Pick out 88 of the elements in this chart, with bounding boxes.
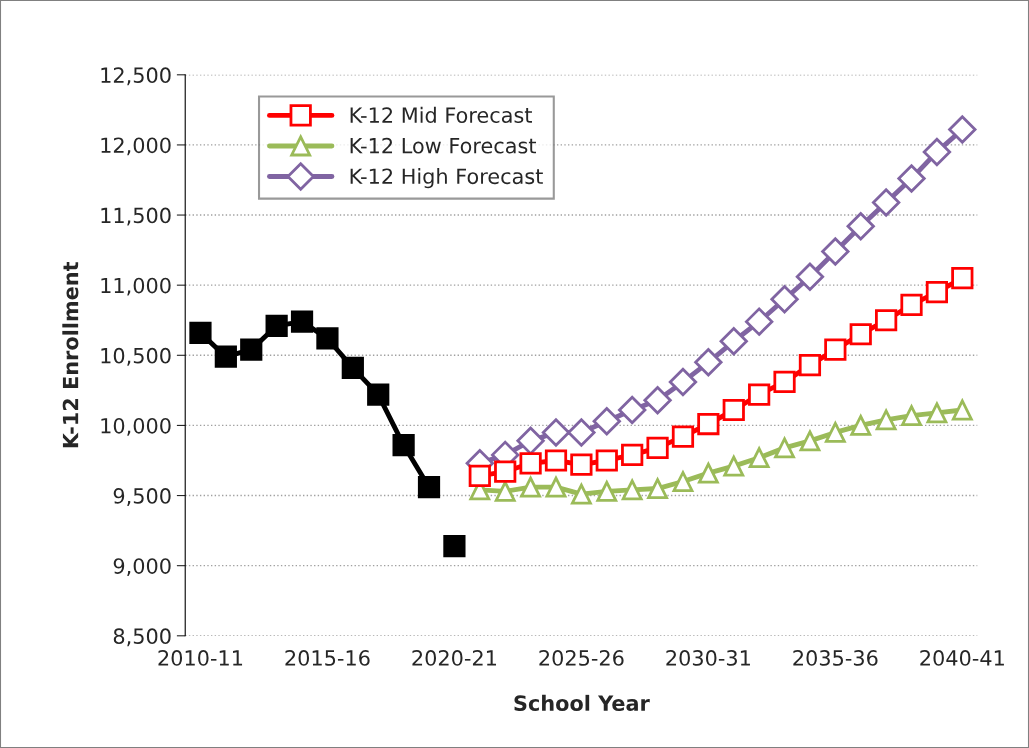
point (290, 310, 314, 333)
point (443, 534, 466, 558)
point (570, 483, 592, 505)
point (824, 338, 847, 361)
point (748, 447, 770, 469)
point (567, 418, 596, 447)
point (618, 395, 647, 425)
point (744, 307, 774, 336)
point (265, 314, 288, 337)
point (545, 476, 567, 498)
legend-label: K-12 High Forecast (350, 168, 543, 189)
point (795, 262, 825, 291)
point (922, 137, 952, 167)
point (748, 383, 771, 406)
x-tick-label: 2015-16 (285, 650, 370, 666)
point (621, 443, 644, 466)
point (570, 453, 593, 476)
point (392, 433, 415, 457)
point (697, 412, 720, 436)
point (544, 449, 568, 472)
point (647, 478, 668, 499)
point (367, 383, 390, 406)
x-axis-title: School Year (514, 694, 650, 711)
point (773, 370, 796, 394)
x-tick-label: 2020-21 (412, 650, 497, 666)
x-tick-label: 2025-26 (539, 650, 624, 666)
point (951, 399, 973, 421)
point (770, 285, 799, 314)
point (595, 449, 618, 472)
y-tick-label: 10,500 (101, 347, 171, 366)
point (798, 354, 822, 377)
point (189, 321, 212, 344)
x-tick-label: 2040-41 (920, 650, 1004, 666)
point (900, 293, 923, 316)
y-tick-label: 12,000 (101, 137, 171, 156)
y-tick-label: 8,500 (113, 628, 171, 647)
point (671, 425, 695, 448)
legend-label: K-12 Mid Forecast (350, 106, 532, 123)
point (821, 237, 850, 266)
point (774, 437, 795, 459)
point (875, 309, 898, 332)
point (871, 188, 901, 217)
point (316, 327, 339, 350)
point (926, 402, 948, 424)
point (850, 415, 872, 436)
point (672, 471, 694, 492)
point (520, 476, 542, 498)
point (722, 398, 745, 422)
point (925, 281, 949, 304)
point (494, 460, 517, 483)
point (948, 115, 977, 144)
point (519, 452, 542, 475)
point (592, 407, 621, 436)
point (541, 418, 571, 447)
point (646, 436, 669, 459)
point (799, 430, 821, 452)
point (694, 348, 723, 377)
point (719, 327, 748, 356)
point (621, 479, 643, 501)
point (214, 345, 237, 368)
point (341, 356, 364, 380)
y-tick-label: 11,000 (101, 277, 171, 296)
y-tick-label: 10,000 (101, 417, 171, 436)
y-tick-label: 12,500 (101, 67, 171, 86)
point (643, 386, 672, 415)
point (596, 480, 618, 502)
point (951, 267, 974, 290)
point (668, 367, 698, 397)
point (417, 476, 441, 499)
point (897, 164, 926, 193)
legend-label: K-12 Low Forecast (350, 137, 537, 154)
point (846, 212, 875, 241)
x-tick-label: 2035-36 (793, 650, 878, 666)
point (240, 338, 263, 361)
x-tick-label: 2010-11 (158, 650, 243, 666)
point (723, 455, 745, 477)
point (901, 405, 922, 427)
point (875, 409, 897, 431)
point (824, 422, 846, 443)
y-tick-label: 11,500 (101, 207, 171, 226)
point (468, 464, 491, 488)
point (849, 323, 872, 346)
y-tick-label: 9,000 (113, 558, 171, 577)
x-tick-label: 2030-31 (666, 650, 750, 666)
point (697, 462, 719, 484)
y-tick-label: 9,500 (113, 488, 171, 506)
y-axis-title: K-12 Enrollment (62, 261, 79, 448)
point (494, 480, 516, 502)
